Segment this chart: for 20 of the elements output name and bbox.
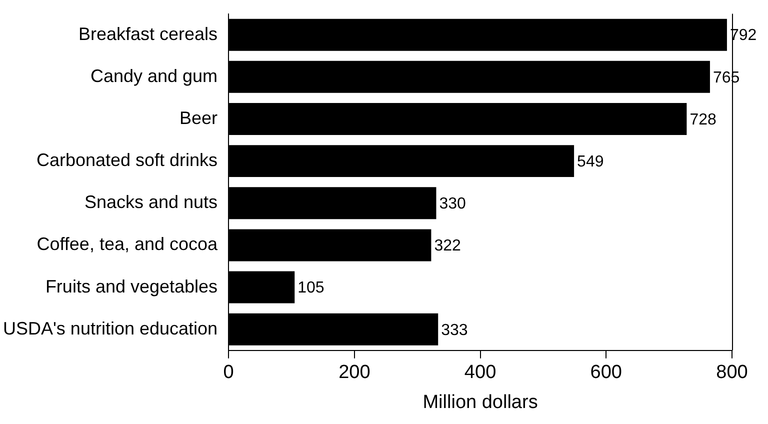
data-label: 105 <box>298 280 324 297</box>
x-tick-label: 400 <box>464 362 496 384</box>
data-label: 728 <box>690 111 716 128</box>
x-tick-label: 200 <box>338 362 370 384</box>
data-label: 549 <box>577 153 604 170</box>
y-tick-label: Candy and gum <box>90 66 218 86</box>
y-tick-label: Beer <box>180 108 218 128</box>
y-tick-label: Coffee, tea, and cocoa <box>36 234 219 254</box>
y-tick-label: USDA's nutrition education <box>2 318 218 338</box>
x-tick-label: 800 <box>716 362 748 384</box>
y-tick-label: Snacks and nuts <box>84 192 218 212</box>
x-tick-label: 0 <box>223 362 234 384</box>
x-axis-title: Million dollars <box>422 392 538 413</box>
y-tick-label: Carbonated soft drinks <box>36 150 218 170</box>
x-tick-label: 600 <box>590 362 622 384</box>
data-label: 322 <box>434 238 461 255</box>
data-label: 333 <box>441 322 468 339</box>
data-label: 330 <box>439 196 466 213</box>
y-tick-label: Breakfast cereals <box>78 24 218 44</box>
y-tick-label: Fruits and vegetables <box>45 276 218 296</box>
